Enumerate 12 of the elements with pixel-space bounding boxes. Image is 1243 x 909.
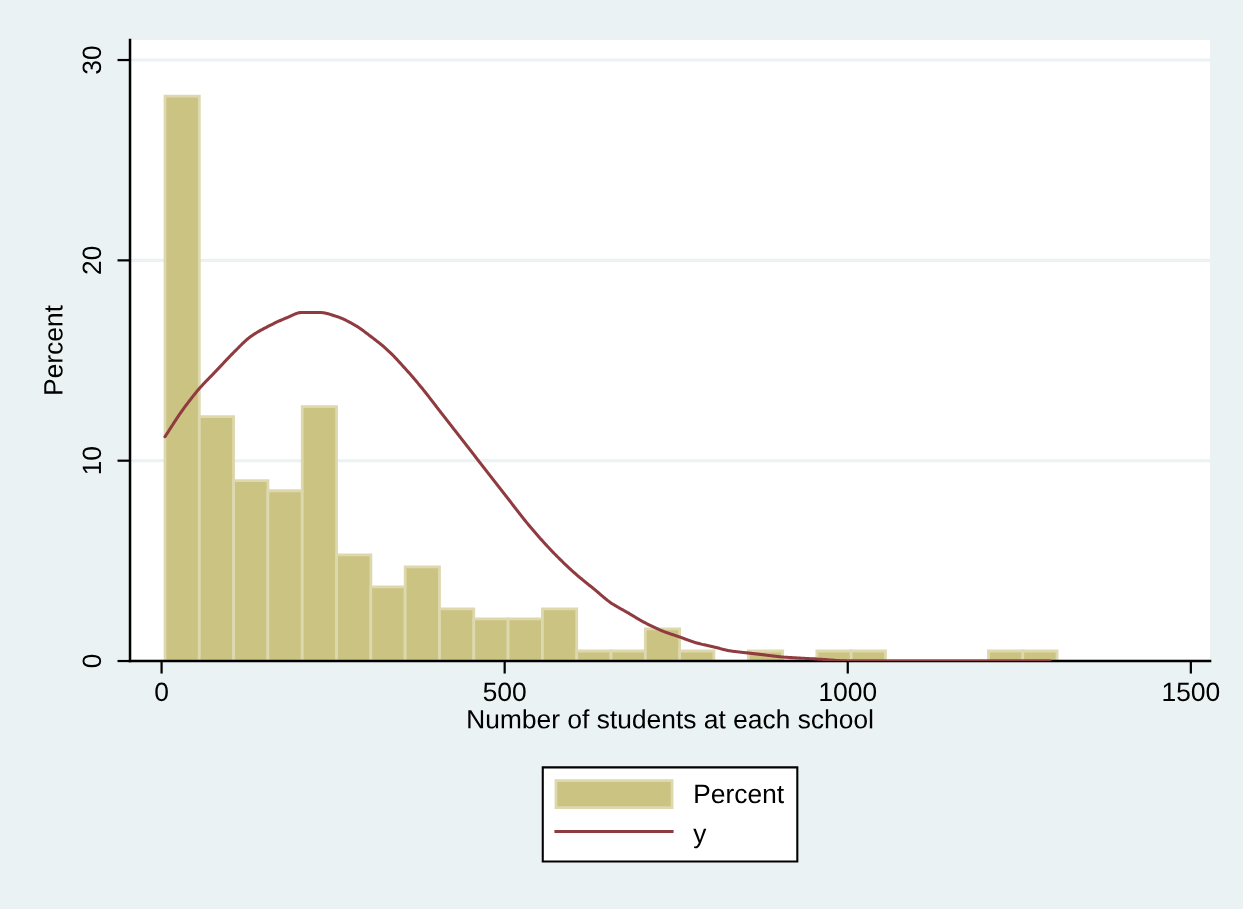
y-tick-label: 10 <box>82 447 102 474</box>
legend-label: y <box>693 828 707 849</box>
x-tick-label: 0 <box>155 682 168 702</box>
y-axis-title: Percent <box>44 305 63 394</box>
x-tick-label: 500 <box>483 682 526 702</box>
y-tick-label: 20 <box>82 246 102 274</box>
x-axis-title: Number of students at each school <box>468 709 873 729</box>
x-tick-label: 1500 <box>1163 682 1220 702</box>
y-tick-label: 0 <box>82 654 102 668</box>
x-tick-label: 1000 <box>820 682 877 702</box>
legend-label: Percent <box>695 784 784 804</box>
y-tick-label: 30 <box>82 46 102 74</box>
